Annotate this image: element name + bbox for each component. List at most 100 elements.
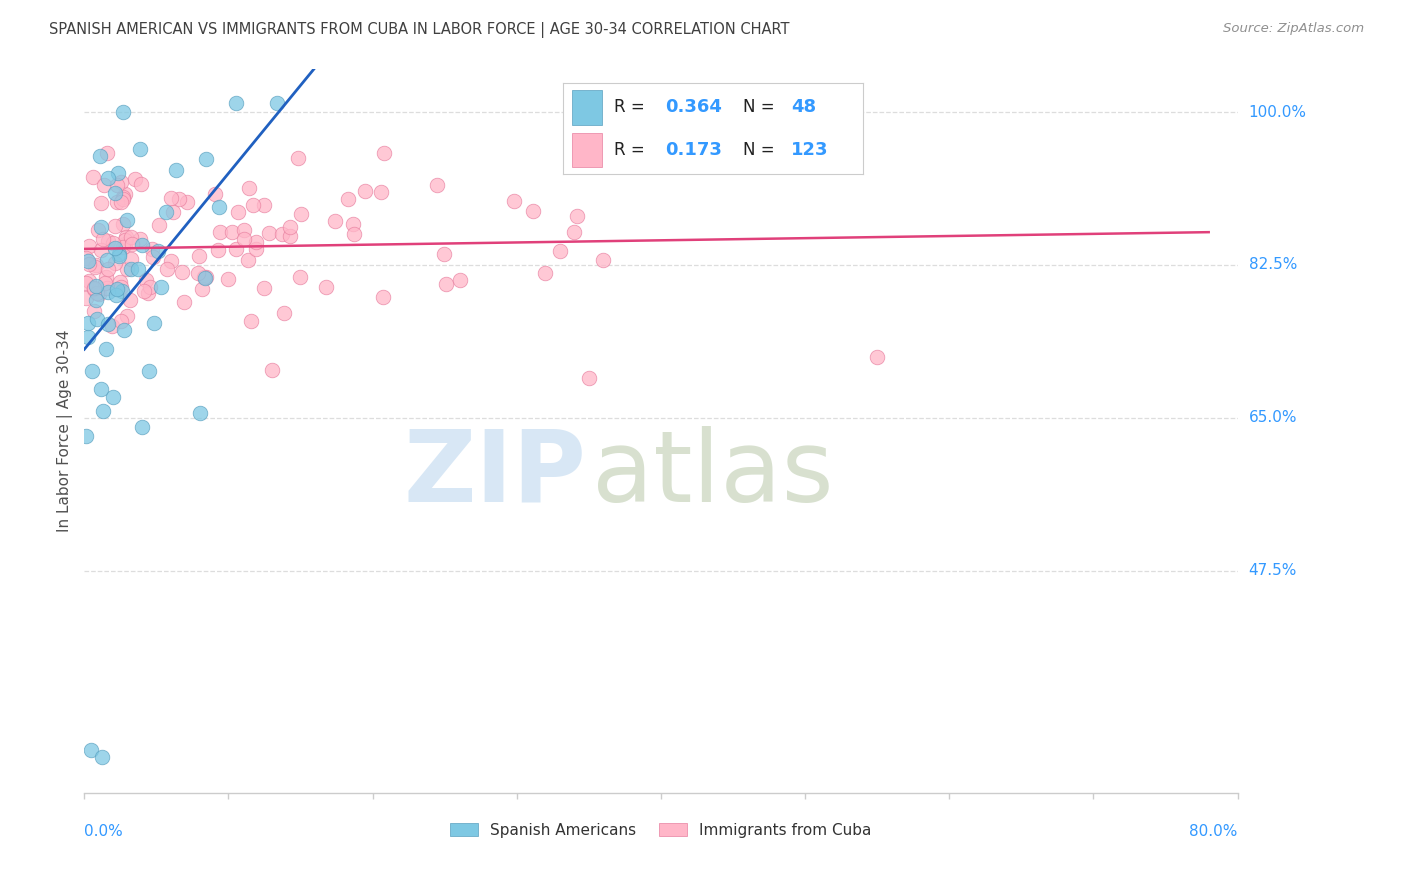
Point	[82, 170, 104, 185]
Point	[124, 172, 146, 186]
Point	[104, 256, 127, 270]
Point	[337, 193, 360, 207]
Point	[90, 243, 112, 257]
Point	[77, 239, 100, 253]
Point	[565, 209, 588, 223]
Point	[110, 280, 132, 294]
Point	[89, 287, 111, 301]
Point	[278, 219, 301, 234]
Point	[371, 290, 394, 304]
Point	[193, 269, 215, 284]
Point	[242, 198, 264, 212]
Point	[290, 207, 312, 221]
Point	[114, 236, 136, 251]
Point	[86, 293, 108, 307]
Point	[104, 186, 127, 201]
Point	[131, 238, 153, 252]
Point	[433, 247, 456, 261]
Point	[90, 749, 112, 764]
Point	[373, 146, 395, 161]
Point	[533, 266, 555, 280]
Point	[105, 194, 128, 209]
Point	[129, 142, 152, 156]
Point	[134, 284, 156, 298]
Text: 100.0%: 100.0%	[1249, 104, 1306, 120]
Point	[77, 254, 100, 268]
Point	[353, 185, 375, 199]
Point	[160, 254, 183, 268]
Point	[108, 276, 131, 290]
Point	[253, 281, 276, 295]
Point	[112, 189, 135, 203]
Point	[562, 226, 585, 240]
Point	[225, 96, 247, 111]
Point	[136, 285, 159, 300]
Text: 47.5%: 47.5%	[1249, 563, 1296, 578]
Point	[76, 316, 98, 330]
Text: ZIP: ZIP	[404, 425, 586, 523]
Point	[79, 274, 101, 288]
Point	[232, 232, 254, 246]
Point	[80, 742, 103, 756]
Point	[120, 252, 142, 266]
Point	[160, 191, 183, 205]
Point	[84, 260, 107, 274]
Point	[221, 225, 243, 239]
Point	[97, 234, 120, 248]
Point	[89, 149, 111, 163]
Point	[135, 273, 157, 287]
Point	[111, 192, 134, 206]
Point	[280, 229, 302, 244]
Point	[105, 178, 128, 193]
Point	[115, 212, 138, 227]
Point	[592, 252, 614, 267]
Text: atlas: atlas	[592, 425, 834, 523]
Point	[105, 282, 128, 296]
Point	[225, 242, 247, 256]
Point	[115, 262, 138, 277]
Point	[271, 227, 294, 242]
Point	[343, 227, 366, 241]
Point	[208, 226, 231, 240]
Point	[315, 280, 337, 294]
Point	[105, 288, 128, 302]
Point	[131, 419, 153, 434]
Point	[114, 187, 136, 202]
Point	[104, 219, 127, 233]
Point	[426, 178, 449, 192]
Point	[103, 390, 125, 404]
Point	[96, 253, 118, 268]
Point	[101, 319, 124, 334]
Text: 82.5%: 82.5%	[1249, 258, 1296, 272]
Point	[323, 214, 346, 228]
Point	[155, 205, 177, 219]
Point	[548, 244, 571, 258]
Point	[118, 293, 141, 307]
Point	[273, 305, 295, 319]
Point	[84, 258, 107, 272]
Point	[502, 194, 524, 208]
Point	[108, 249, 131, 263]
Point	[120, 262, 142, 277]
Point	[112, 104, 135, 119]
Point	[97, 170, 120, 185]
Point	[162, 205, 184, 219]
Point	[226, 205, 249, 219]
Point	[115, 310, 138, 324]
Point	[96, 342, 118, 356]
Point	[165, 162, 187, 177]
Point	[111, 285, 134, 299]
Point	[187, 266, 209, 280]
Y-axis label: In Labor Force | Age 30-34: In Labor Force | Age 30-34	[58, 330, 73, 533]
Point	[288, 270, 311, 285]
Point	[522, 204, 544, 219]
Point	[266, 96, 288, 111]
Legend: Spanish Americans, Immigrants from Cuba: Spanish Americans, Immigrants from Cuba	[444, 817, 877, 844]
Point	[240, 314, 263, 328]
Point	[90, 196, 112, 211]
Point	[96, 146, 118, 161]
Point	[110, 175, 132, 189]
Point	[260, 363, 283, 377]
Point	[75, 251, 97, 265]
Point	[112, 323, 135, 337]
